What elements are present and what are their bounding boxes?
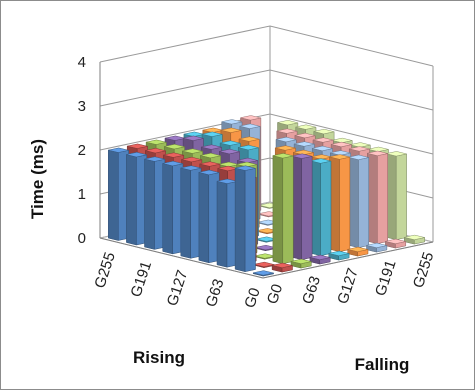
falling-tick-label: G255 bbox=[410, 250, 438, 290]
bar bbox=[254, 253, 276, 260]
rising-tick-label: G63 bbox=[203, 277, 228, 309]
z-tick-label: 4 bbox=[78, 54, 86, 71]
bar bbox=[162, 160, 184, 255]
bar bbox=[108, 147, 129, 241]
rising-tick-label: G127 bbox=[164, 268, 192, 308]
rising-tick-label: G0 bbox=[241, 286, 263, 310]
bars-group bbox=[108, 115, 425, 277]
rising-tick-label: G191 bbox=[128, 259, 156, 299]
bar bbox=[198, 169, 220, 264]
bar bbox=[272, 153, 294, 265]
y-axis-line bbox=[262, 241, 434, 279]
bar bbox=[234, 165, 256, 273]
falling-tick-label: G63 bbox=[299, 274, 324, 306]
bar bbox=[291, 153, 313, 261]
falling-tick-label: G0 bbox=[264, 282, 286, 306]
z-tick-label: 0 bbox=[78, 230, 86, 247]
bar bbox=[404, 234, 425, 245]
bar bbox=[252, 270, 274, 277]
bar bbox=[310, 158, 332, 257]
z-tick-label: 3 bbox=[78, 98, 86, 115]
bar bbox=[180, 165, 202, 259]
bar bbox=[328, 250, 350, 261]
bar bbox=[253, 261, 275, 269]
falling-tick-label: G127 bbox=[334, 266, 362, 306]
bar bbox=[290, 258, 312, 269]
falling-tick-label: G191 bbox=[372, 258, 400, 298]
z-tick-label: 1 bbox=[78, 186, 86, 203]
bar bbox=[366, 242, 388, 253]
gridline bbox=[99, 69, 434, 111]
y-axis-title: Falling bbox=[355, 355, 410, 374]
bar bbox=[367, 150, 388, 245]
bar bbox=[144, 156, 166, 250]
x-axis-title: Rising bbox=[133, 348, 185, 367]
bar bbox=[347, 246, 369, 257]
rising-tick-label: G255 bbox=[91, 250, 119, 290]
bar bbox=[329, 154, 351, 253]
bar bbox=[385, 238, 407, 249]
bar bbox=[126, 152, 148, 246]
bar bbox=[348, 154, 370, 249]
gridline bbox=[99, 25, 434, 67]
bar bbox=[216, 178, 238, 268]
z-axis-title: Time (ms) bbox=[28, 139, 47, 219]
z-tick-label: 2 bbox=[78, 142, 86, 159]
x-axis-line bbox=[99, 237, 264, 279]
bar bbox=[271, 262, 293, 273]
bar bbox=[309, 254, 331, 265]
bar bbox=[385, 151, 407, 241]
